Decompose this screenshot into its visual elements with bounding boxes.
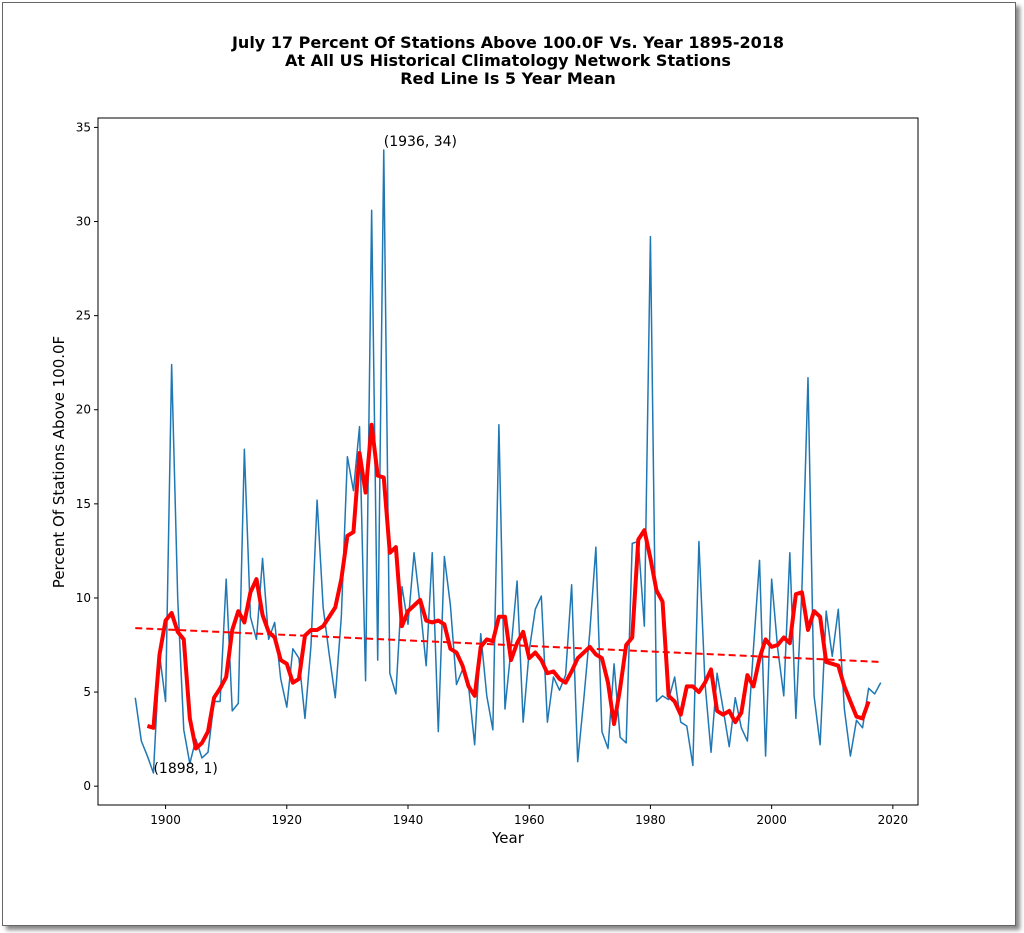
x-tick-label: 1980 <box>635 813 666 827</box>
x-tick-label: 1960 <box>514 813 545 827</box>
series-line <box>146 422 871 751</box>
y-tick-label: 25 <box>76 309 91 323</box>
y-tick-label: 20 <box>76 403 91 417</box>
y-tick-label: 30 <box>76 215 91 229</box>
annotation: (1898, 1) <box>153 761 217 777</box>
x-tick-label: 2020 <box>878 813 909 827</box>
y-tick-label: 10 <box>76 591 91 605</box>
x-tick-label: 1920 <box>272 813 303 827</box>
plot-frame <box>97 117 919 806</box>
series-line <box>134 149 882 774</box>
chart-title: Red Line Is 5 Year Mean <box>400 69 616 88</box>
x-tick-label: 1900 <box>150 813 181 827</box>
y-tick-label: 0 <box>83 779 91 793</box>
annotation: (1936, 34) <box>384 134 457 150</box>
series-line <box>135 627 881 663</box>
chart-title: At All US Historical Climatology Network… <box>285 51 731 70</box>
x-tick-label: 2000 <box>756 813 787 827</box>
y-tick-label: 15 <box>76 497 91 511</box>
chart-title: July 17 Percent Of Stations Above 100.0F… <box>231 33 784 52</box>
x-axis-label: Year <box>491 829 525 847</box>
x-tick-label: 1940 <box>393 813 424 827</box>
y-axis-label: Percent Of Stations Above 100.0F <box>50 336 68 588</box>
y-tick-label: 5 <box>83 685 91 699</box>
y-tick-label: 35 <box>76 120 91 134</box>
